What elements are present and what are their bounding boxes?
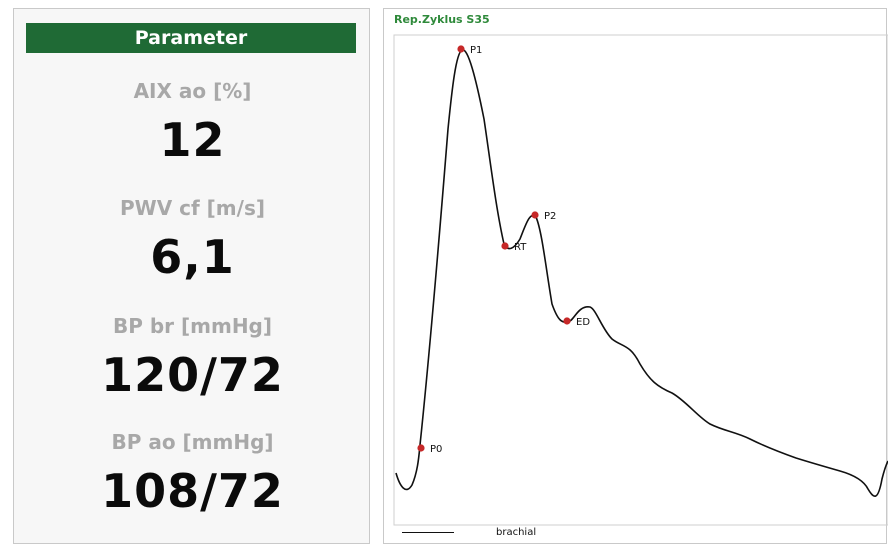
- waveform-chart: P0 P1 RT P2 ED: [393, 34, 888, 526]
- marker-point-p1: [457, 45, 465, 53]
- marker-label-p0: P0: [430, 444, 442, 455]
- bp-ao-value: 108/72: [101, 464, 284, 518]
- chart-legend: brachial: [402, 526, 536, 538]
- legend-label-brachial: brachial: [496, 526, 537, 538]
- marker-point-ed: [563, 317, 571, 325]
- chart-title: Rep.Zyklus S35: [394, 13, 490, 26]
- marker-point-p0: [417, 444, 425, 452]
- legend-line-swatch: [402, 531, 454, 533]
- marker-layer: P0 P1 RT P2 ED: [417, 45, 590, 455]
- pulse-waveform-line: [395, 49, 888, 497]
- marker-label-ed: ED: [576, 317, 590, 328]
- bp-ao-label: BP ao [mmHg]: [111, 430, 274, 454]
- aix-value: 12: [159, 113, 226, 167]
- bp-br-value: 120/72: [101, 348, 284, 402]
- parameter-header: Parameter: [26, 23, 356, 53]
- marker-label-p2: P2: [544, 211, 556, 222]
- marker-point-p2: [531, 211, 539, 219]
- marker-point-rt: [501, 242, 509, 250]
- aix-label: AIX ao [%]: [133, 79, 252, 103]
- pwv-label: PWV cf [m/s]: [119, 196, 265, 220]
- marker-label-p1: P1: [470, 45, 482, 56]
- bp-br-label: BP br [mmHg]: [112, 314, 273, 338]
- plot-area: [393, 34, 888, 526]
- pwv-value: 6,1: [150, 230, 235, 284]
- parameter-panel: Parameter AIX ao [%] 12 PWV cf [m/s] 6,1…: [13, 8, 370, 544]
- marker-label-rt: RT: [514, 242, 527, 253]
- chart-panel: Rep.Zyklus S35 P0 P1 RT P2 ED brachial: [383, 8, 888, 544]
